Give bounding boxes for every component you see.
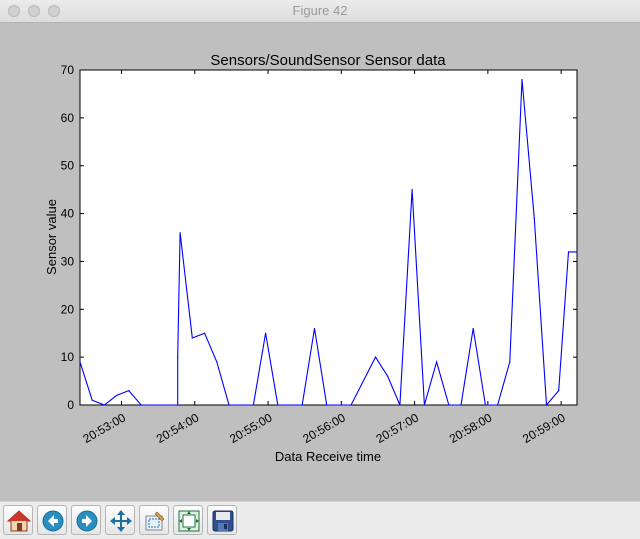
data-point [484, 404, 487, 406]
save-button[interactable] [207, 505, 237, 535]
data-point [91, 399, 93, 401]
data-point [533, 217, 535, 219]
data-point [387, 375, 389, 377]
data-point [252, 404, 255, 406]
figure-canvas[interactable]: Sensors/SoundSensor Sensor data 0 10 20 30 4… [0, 23, 640, 501]
y-tick-label: 20 [61, 302, 75, 316]
y-tick-label: 70 [61, 63, 75, 77]
data-point [399, 404, 401, 406]
zoom-window-button[interactable] [48, 5, 60, 17]
pan-button[interactable] [105, 505, 135, 535]
data-point [216, 361, 218, 363]
window-titlebar: Figure 42 [0, 0, 640, 23]
data-point [423, 404, 425, 406]
x-tick-label: 20:54:00 [154, 410, 202, 446]
y-axis: 0 10 20 30 40 50 60 70 [61, 63, 577, 412]
x-axis-label: Data Receive time [275, 449, 381, 464]
data-point [435, 361, 438, 363]
data-point [265, 332, 267, 334]
data-point [350, 404, 352, 406]
data-point [326, 404, 328, 406]
data-point [116, 394, 118, 397]
y-axis-label: Sensor value [44, 199, 59, 275]
back-arrow-icon [42, 510, 64, 532]
data-point [472, 327, 474, 330]
line-chart: Sensors/SoundSensor Sensor data 0 10 20 30 4… [44, 52, 578, 464]
data-point [179, 232, 181, 234]
data-point [301, 404, 303, 406]
data-point [509, 361, 511, 363]
data-point [576, 251, 578, 253]
back-button[interactable] [37, 505, 67, 535]
data-point [521, 78, 523, 81]
data-point [177, 404, 179, 406]
x-tick-label: 20:58:00 [447, 410, 495, 446]
y-tick-label: 10 [61, 350, 75, 364]
data-point [567, 251, 570, 253]
data-point [203, 332, 206, 334]
data-point [460, 404, 462, 406]
y-tick-label: 50 [61, 159, 75, 173]
data-point [140, 404, 142, 406]
forward-button[interactable] [71, 505, 101, 535]
x-tick-label: 20:59:00 [520, 410, 568, 446]
pan-icon [110, 510, 132, 532]
series-line [79, 79, 577, 407]
y-tick-label: 0 [67, 398, 74, 412]
series-group [79, 78, 578, 407]
data-point [103, 404, 106, 406]
y-tick-label: 40 [61, 207, 75, 221]
data-point [313, 327, 316, 330]
home-icon [7, 510, 31, 532]
y-tick-label: 60 [61, 111, 75, 125]
data-point [228, 404, 230, 406]
zoom-rect-icon [145, 511, 165, 531]
data-point [277, 404, 279, 406]
window-title: Figure 42 [292, 3, 348, 18]
data-point [411, 189, 413, 191]
navigation-toolbar [0, 501, 640, 539]
data-point [191, 337, 193, 339]
data-point [545, 404, 548, 406]
plot-area [79, 69, 578, 406]
zoom-rect-button[interactable] [139, 505, 169, 535]
data-point [79, 361, 81, 363]
save-icon [212, 510, 234, 532]
chart-title: Sensors/SoundSensor Sensor data [210, 52, 446, 69]
x-tick-label: 20:57:00 [374, 410, 422, 446]
data-point [497, 404, 499, 406]
home-button[interactable] [3, 505, 33, 535]
close-window-button[interactable] [8, 5, 20, 17]
data-point [374, 356, 377, 358]
data-point [128, 390, 130, 392]
data-point [558, 390, 560, 392]
minimize-window-button[interactable] [28, 5, 40, 17]
data-point [448, 404, 450, 406]
subplots-config-icon [178, 510, 200, 532]
y-tick-label: 30 [61, 254, 75, 268]
data-point [177, 356, 179, 358]
subplots-config-button[interactable] [173, 505, 203, 535]
x-tick-label: 20:53:00 [81, 410, 129, 446]
x-tick-label: 20:56:00 [300, 410, 348, 446]
forward-arrow-icon [76, 510, 98, 532]
x-tick-label: 20:55:00 [227, 410, 275, 446]
